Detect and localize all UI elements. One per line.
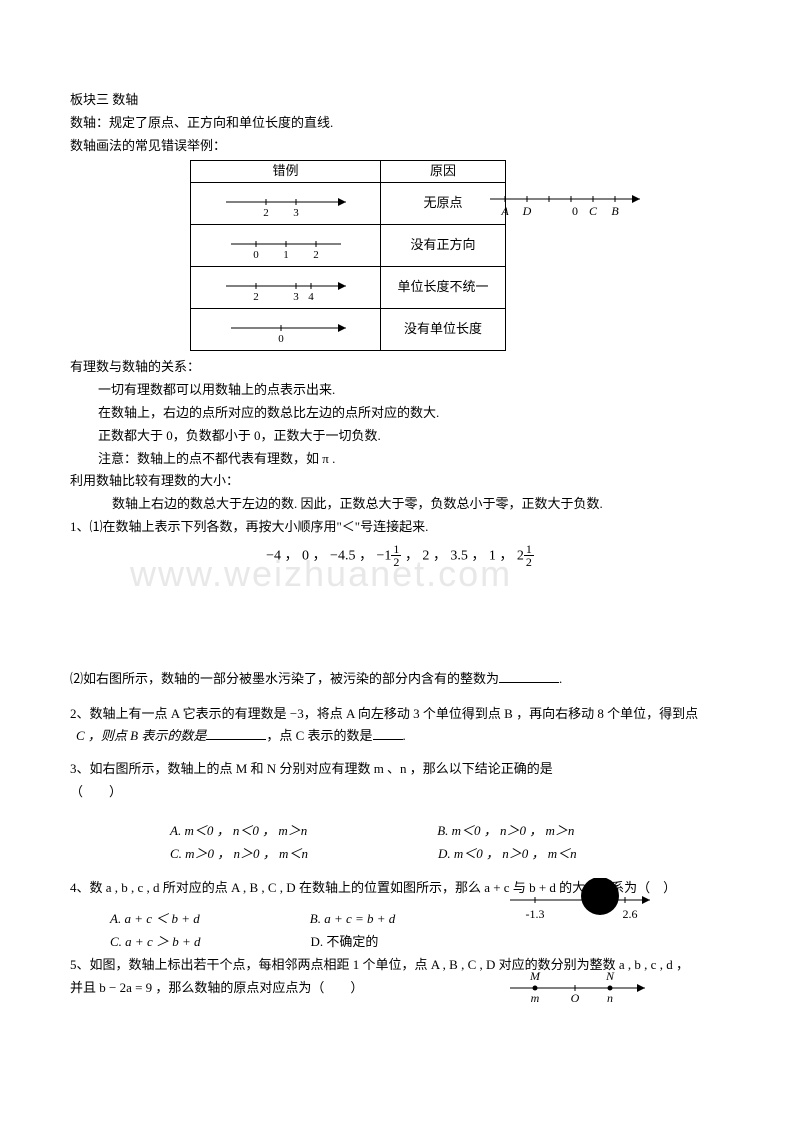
period: .: [559, 671, 562, 686]
q1-part2-text: ⑵如右图所示，数轴的一部分被墨水污染了，被污染的部分内含有的整数为: [70, 671, 499, 686]
q1-part2: ⑵如右图所示，数轴的一部分被墨水污染了，被污染的部分内含有的整数为.: [70, 669, 730, 690]
period: .: [403, 728, 406, 743]
svg-text:C: C: [589, 204, 598, 218]
frac-n: 1: [524, 543, 534, 556]
q2-l2a: C ，则点 B 表示的数是: [70, 728, 206, 743]
frac-n: 1: [391, 543, 401, 556]
q2-line1: 2、数轴上有一点 A 它表示的有理数是 −3，将点 A 向左移动 3 个单位得到…: [70, 704, 730, 725]
svg-text:0: 0: [278, 333, 284, 345]
frac-d: 2: [391, 556, 401, 568]
svg-text:N: N: [605, 969, 615, 983]
relation-4: 注意：数轴上的点不都代表有理数，如 π .: [70, 449, 730, 470]
svg-text:0: 0: [253, 249, 259, 261]
q1-nums-a: −4 ， 0 ， −4.5 ， −1: [266, 548, 391, 563]
svg-text:3: 3: [293, 291, 299, 303]
q3-stem: 3、如右图所示，数轴上的点 M 和 N 分别对应有理数 m 、n ，那么以下结论…: [70, 759, 730, 780]
reason-cell: 单位长度不统一: [381, 267, 506, 309]
svg-text:m: m: [531, 991, 540, 1005]
relation-3: 正数都大于 0，负数都小于 0，正数大于一切负数.: [70, 426, 730, 447]
svg-text:3: 3: [293, 207, 299, 219]
page-content: A D 0 C B 板块三 数轴 数轴：规定了原点、正方向和单位长度的直线. 数…: [70, 90, 730, 998]
table-header-reason: 原因: [381, 161, 506, 183]
svg-text:2: 2: [313, 249, 319, 261]
svg-text:4: 4: [308, 291, 314, 303]
svg-text:n: n: [607, 991, 613, 1005]
blank-field[interactable]: [499, 670, 559, 683]
error-intro: 数轴画法的常见错误举例：: [70, 136, 730, 157]
q3-choice-d: D. m＜0 ， n＞0 ， m＜n: [438, 844, 577, 865]
relation-2: 在数轴上，右边的点所对应的数总比左边的点所对应的数大.: [70, 403, 730, 424]
reason-cell: 没有正方向: [381, 225, 506, 267]
mn-axis-diagram: M N m O n: [505, 968, 655, 1008]
table-row: 0 1 2 没有正方向: [191, 225, 506, 267]
blank-field[interactable]: [373, 727, 403, 740]
definition: 数轴：规定了原点、正方向和单位长度的直线.: [70, 113, 730, 134]
svg-text:O: O: [571, 991, 580, 1005]
relation-title: 有理数与数轴的关系：: [70, 357, 730, 378]
err-axis-3: 2 3 4: [206, 272, 366, 304]
error-table: 错例 原因 2 3 无原点 0 1 2: [190, 160, 506, 351]
reason-cell: 没有单位长度: [381, 309, 506, 351]
q1-numbers: −4 ， 0 ， −4.5 ， −112 ， 2 ， 3.5 ， 1 ， 212: [70, 544, 730, 569]
q4-choice-c: C. a + c ＞ b + d: [110, 932, 201, 953]
q3-choice-b: B. m＜0 ， n＞0 ， m＞n: [437, 821, 574, 842]
q4-choice-b: B. a + c = b + d: [310, 909, 396, 930]
svg-text:B: B: [611, 204, 619, 218]
compare-title: 利用数轴比较有理数的大小：: [70, 471, 730, 492]
table-row: 0 没有单位长度: [191, 309, 506, 351]
section-title: 板块三 数轴: [70, 90, 730, 111]
err-axis-4: 0: [206, 314, 366, 346]
err-axis-1: 2 3: [206, 188, 366, 220]
q3-choice-a: A. m＜0 ， n＜0 ， m＞n: [170, 821, 307, 842]
table-row: 2 3 4 单位长度不统一: [191, 267, 506, 309]
svg-text:A: A: [500, 204, 509, 218]
ink-blot-diagram: -1.3 2.6: [505, 878, 655, 933]
abcd-axis-diagram: A D 0 C B: [485, 185, 650, 225]
err-axis-2: 0 1 2: [206, 230, 366, 262]
q3-paren: （ ）: [70, 782, 730, 803]
svg-text:2.6: 2.6: [623, 907, 638, 921]
svg-text:2: 2: [253, 291, 259, 303]
frac-d: 2: [524, 556, 534, 568]
svg-text:0: 0: [572, 204, 578, 218]
q3-choice-c: C. m＞0 ， n＞0 ， m＜n: [170, 844, 308, 865]
q1-stem: 1、⑴在数轴上表示下列各数，再按大小顺序用"＜"号连接起来.: [70, 517, 730, 538]
q1-nums-b: ， 2 ， 3.5 ， 1 ， 2: [405, 548, 524, 563]
q4-choice-d: D. 不确定的: [311, 932, 379, 953]
q4-choice-a: A. a + c ＜ b + d: [110, 909, 200, 930]
table-row: 2 3 无原点: [191, 183, 506, 225]
table-header-example: 错例: [191, 161, 381, 183]
svg-text:D: D: [522, 204, 532, 218]
svg-text:M: M: [529, 969, 541, 983]
q2-l2b: ，点 C 表示的数是: [266, 728, 372, 743]
svg-text:1: 1: [283, 249, 289, 261]
blank-field[interactable]: [206, 727, 266, 740]
compare-line: 数轴上右边的数总大于左边的数. 因此，正数总大于零，负数总小于零，正数大于负数.: [70, 494, 730, 515]
svg-text:-1.3: -1.3: [526, 907, 545, 921]
relation-1: 一切有理数都可以用数轴上的点表示出来.: [70, 380, 730, 401]
svg-text:2: 2: [263, 207, 269, 219]
q2-line2: C ，则点 B 表示的数是 ，点 C 表示的数是.: [70, 726, 730, 747]
